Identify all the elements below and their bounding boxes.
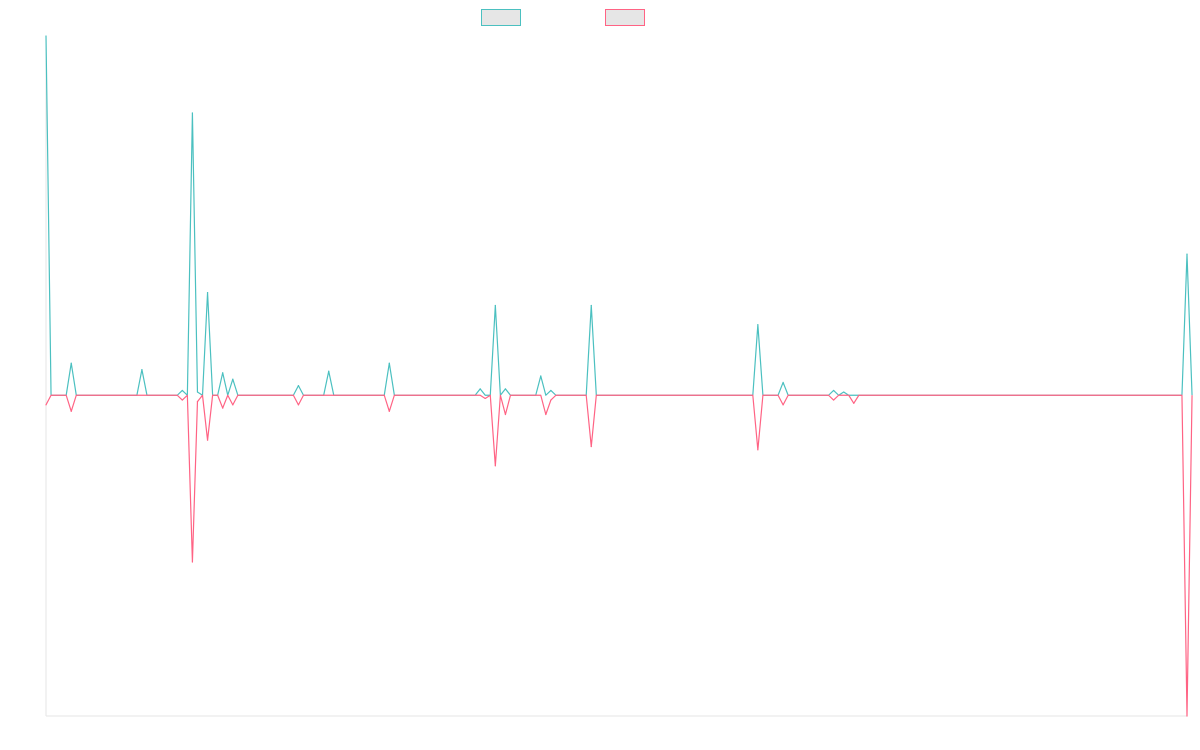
legend-box-series-2 [605,9,645,26]
data-point-series-2 [45,404,47,406]
data-point-series-1 [328,370,330,372]
data-point-series-2 [494,465,496,467]
data-point-series-1 [181,389,183,392]
data-point-series-2 [484,397,486,400]
data-point-series-2 [782,404,784,406]
data-point-series-1 [45,35,47,37]
data-point-series-1 [206,292,209,294]
data-point-series-1 [191,112,194,114]
data-point-series-2 [545,413,547,416]
data-point-series-1 [590,304,592,307]
data-point-series-2 [757,449,759,451]
data-point-series-1 [232,378,234,380]
data-point-series-1 [141,368,143,371]
data-point-series-1 [1186,253,1188,255]
series-line-1 [45,35,1193,396]
data-point-series-1 [540,375,542,377]
data-point-series-2 [191,561,194,563]
data-point-series-2 [1186,715,1188,717]
data-point-series-2 [206,439,209,441]
data-point-series-1 [504,388,507,390]
data-point-series-2 [590,445,592,448]
data-point-series-2 [181,399,183,401]
data-point-series-2 [832,399,835,401]
legend-box-series-1 [481,9,521,26]
data-point-series-1 [843,391,845,393]
data-point-series-1 [196,391,199,393]
data-point-series-2 [388,410,390,412]
data-point-series-2 [853,402,855,404]
data-point-series-1 [550,389,552,392]
series-line-2 [45,394,1193,717]
data-point-series-1 [479,388,481,390]
data-point-series-1 [757,324,759,326]
data-point-series-1 [832,389,835,392]
data-point-series-1 [782,381,784,384]
data-point-series-2 [297,404,300,406]
data-point-series-1 [222,372,224,374]
data-point-series-2 [196,401,199,403]
data-point-series-2 [70,410,72,412]
data-point-series-2 [222,407,224,409]
data-point-series-2 [232,404,234,406]
data-point-series-2 [504,413,507,416]
data-point-series-1 [70,362,72,364]
data-point-series-2 [550,399,552,401]
data-point-series-1 [388,362,390,364]
data-point-series-1 [494,304,496,307]
data-point-series-1 [297,385,300,387]
